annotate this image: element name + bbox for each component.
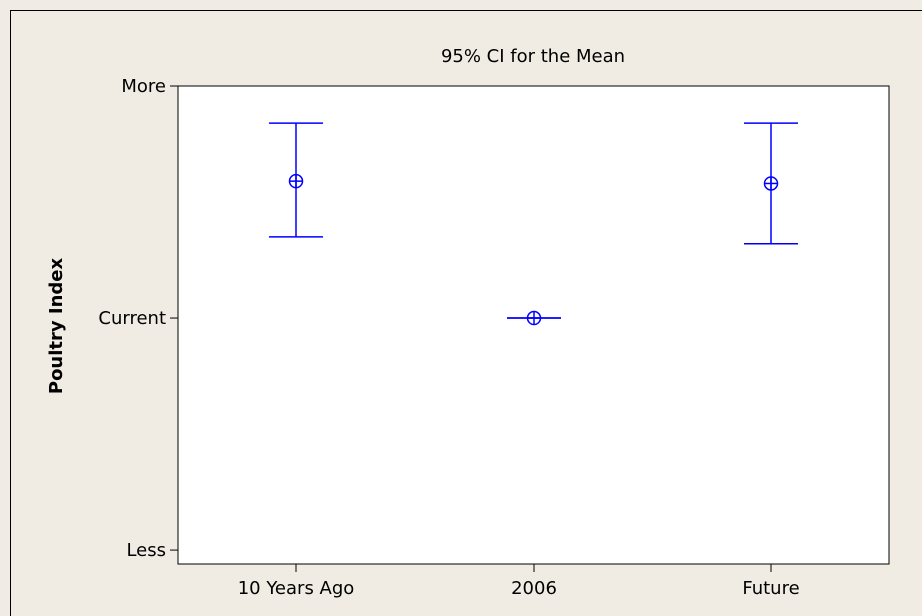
interval-0 (269, 122, 323, 238)
y-axis: Less Current More (98, 76, 178, 561)
y-tick-label: More (121, 76, 166, 97)
x-tick-label: 2006 (511, 578, 557, 599)
y-tick-label: Current (98, 308, 166, 329)
x-tick-label: 10 Years Ago (238, 578, 355, 599)
chart-title: 95% CI for the Mean (441, 46, 625, 67)
interval-2 (744, 122, 798, 245)
y-axis-label: Poultry Index (46, 257, 67, 394)
interval-marks (269, 122, 798, 326)
interval-1 (507, 310, 561, 326)
y-tick-label: Less (126, 540, 166, 561)
x-axis: 10 Years Ago 2006 Future (238, 564, 800, 599)
x-tick-label: Future (742, 578, 799, 599)
